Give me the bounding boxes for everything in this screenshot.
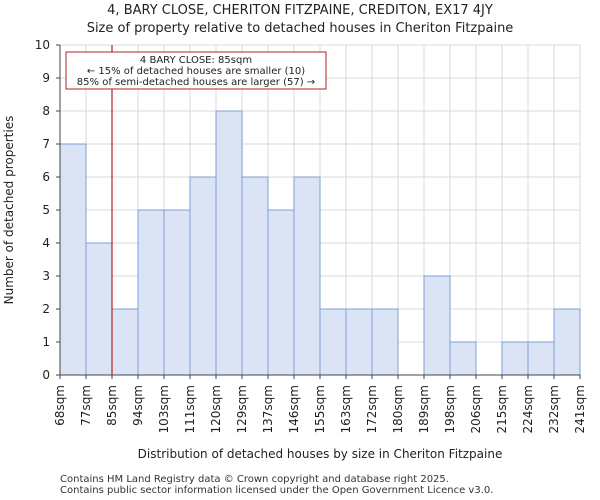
annotation-line: 4 BARY CLOSE: 85sqm (140, 55, 252, 66)
x-tick-label: 189sqm (417, 385, 431, 433)
x-axis-label: Distribution of detached houses by size … (138, 447, 503, 461)
histogram-bar (319, 308, 347, 376)
x-tick-label: 129sqm (235, 385, 249, 433)
y-tick-label: 3 (42, 269, 50, 283)
y-axis-label: Number of detached properties (2, 116, 16, 305)
y-tick-label: 2 (42, 302, 50, 316)
footer-licence: Contains public sector information licen… (60, 485, 494, 496)
histogram-bar (241, 176, 269, 376)
x-tick-label: 155sqm (313, 385, 327, 433)
histogram-bar (293, 176, 321, 376)
chart-subtitle: Size of property relative to detached ho… (86, 21, 514, 36)
y-tick-label: 1 (42, 335, 50, 349)
x-tick-label: 85sqm (105, 385, 119, 426)
histogram-bar (163, 209, 191, 376)
x-tick-label: 224sqm (521, 385, 535, 433)
y-tick-label: 0 (42, 368, 50, 382)
chart-title: 4, BARY CLOSE, CHERITON FITZPAINE, CREDI… (107, 3, 493, 18)
x-tick-label: 120sqm (209, 385, 223, 433)
x-tick-label: 232sqm (547, 385, 561, 433)
x-tick-label: 94sqm (131, 385, 145, 426)
x-tick-label: 137sqm (261, 385, 275, 433)
annotation-line: ← 15% of detached houses are smaller (10… (87, 66, 305, 77)
histogram-bar (111, 308, 139, 376)
histogram-bar (189, 176, 217, 376)
y-tick-label: 7 (42, 137, 50, 151)
x-tick-label: 77sqm (79, 385, 93, 426)
x-tick-label: 146sqm (287, 385, 301, 433)
histogram-bar (553, 308, 581, 376)
histogram-bar (59, 143, 87, 376)
histogram-bar (371, 308, 399, 376)
histogram-bar (85, 242, 113, 376)
x-tick-label: 68sqm (53, 385, 67, 426)
x-tick-label: 206sqm (469, 385, 483, 433)
y-tick-label: 5 (42, 203, 50, 217)
footer-copyright: Contains HM Land Registry data © Crown c… (60, 474, 449, 485)
histogram-bar (267, 209, 295, 376)
x-tick-label: 215sqm (495, 385, 509, 433)
annotation-line: 85% of semi-detached houses are larger (… (77, 77, 315, 88)
histogram-bar (527, 341, 555, 376)
histogram-bar (345, 308, 373, 376)
histogram-bar (449, 341, 477, 376)
x-tick-label: 241sqm (573, 385, 587, 433)
x-tick-label: 163sqm (339, 385, 353, 433)
y-tick-label: 10 (35, 38, 50, 52)
y-tick-label: 4 (42, 236, 50, 250)
annotation-box (65, 51, 327, 90)
x-tick-label: 103sqm (157, 385, 171, 433)
histogram-bar (215, 110, 243, 376)
x-tick-label: 172sqm (365, 385, 379, 433)
y-tick-label: 6 (42, 170, 50, 184)
x-tick-label: 111sqm (183, 385, 197, 433)
histogram-bar (423, 275, 451, 376)
y-tick-label: 8 (42, 104, 50, 118)
x-tick-label: 198sqm (443, 385, 457, 433)
histogram-bar (137, 209, 165, 376)
histogram-bar (501, 341, 529, 376)
y-tick-label: 9 (42, 71, 50, 85)
x-tick-label: 180sqm (391, 385, 405, 433)
